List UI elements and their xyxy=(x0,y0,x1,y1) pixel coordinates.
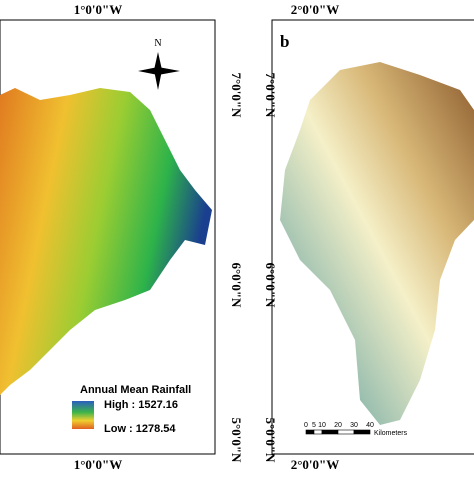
scale-tick-label: 10 xyxy=(318,422,326,429)
scale-tick-label: 30 xyxy=(350,422,358,429)
scale-tick-label: 5 xyxy=(312,422,316,429)
rainfall-surface xyxy=(0,88,212,395)
scale-unit: Kilometers xyxy=(374,430,408,437)
north-arrow: N xyxy=(138,38,180,90)
lon-label: 1°0'0"W xyxy=(74,457,123,472)
scale-tick-label: 40 xyxy=(366,422,374,429)
elevation-surface xyxy=(280,62,474,425)
scale-segment xyxy=(305,429,315,435)
legend-high: High : 1527.16 xyxy=(104,399,178,411)
lat-label: 6°0'0"N xyxy=(263,263,278,309)
lon-label: 2°0'0"W xyxy=(291,2,340,17)
lat-label: 6°0'0"N xyxy=(229,263,244,309)
lon-label: 2°0'0"W xyxy=(291,457,340,472)
lat-label: 7°0'0"N xyxy=(263,73,278,119)
lat-label: 5°0'0"N xyxy=(229,418,244,464)
legend-ramp xyxy=(72,401,94,429)
scale-segment xyxy=(337,429,355,435)
lat-label: 7°0'0"N xyxy=(229,73,244,119)
legend-low: Low : 1278.54 xyxy=(104,423,176,435)
lon-label: 1°0'0"W xyxy=(74,2,123,17)
north-label: N xyxy=(154,38,161,49)
scale-segment xyxy=(313,429,323,435)
scale-segment xyxy=(353,429,371,435)
scale-segment xyxy=(321,429,339,435)
lat-label: 5°0'0"N xyxy=(263,418,278,464)
scale-tick-label: 20 xyxy=(334,422,342,429)
scale-tick-label: 0 xyxy=(304,422,308,429)
panel-label: b xyxy=(280,32,289,51)
legend-title: Annual Mean Rainfall xyxy=(80,384,191,396)
